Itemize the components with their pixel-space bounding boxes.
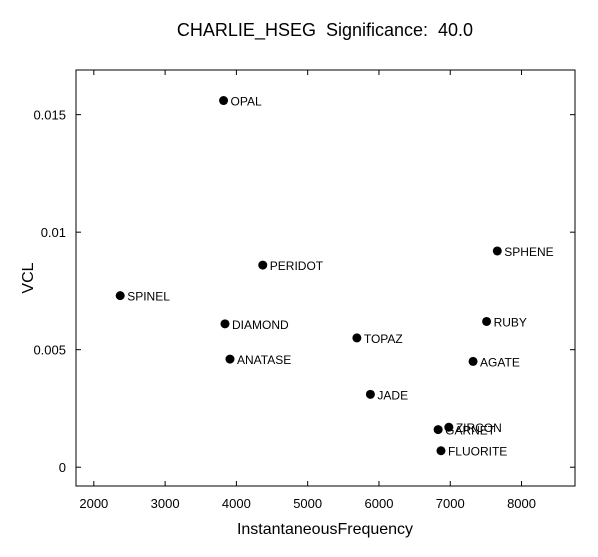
point-marker [468, 356, 478, 366]
point-marker [433, 425, 443, 435]
point-marker [225, 354, 235, 364]
point-label: RUBY [494, 315, 527, 329]
data-point: DIAMOND [220, 318, 289, 332]
x-tick-label: 5000 [293, 496, 322, 511]
data-point: SPHENE [492, 245, 554, 259]
point-label: SPHENE [504, 245, 553, 259]
y-tick-label: 0.005 [33, 343, 66, 358]
x-tick-label: 6000 [365, 496, 394, 511]
plot-frame [75, 69, 576, 487]
point-label: GARNET [445, 424, 496, 438]
point-label: SPINEL [127, 290, 170, 304]
data-point: OPAL [219, 95, 262, 109]
chart-title: CHARLIE_HSEG Significance: 40.0 [177, 20, 473, 41]
data-point: AGATE [468, 355, 520, 369]
x-tick-label: 7000 [436, 496, 465, 511]
point-label: TOPAZ [364, 332, 403, 346]
data-point: TOPAZ [352, 332, 403, 346]
x-axis: 2000 3000 4000 5000 6000 7000 8000 [79, 70, 536, 511]
y-tick-label: 0.01 [41, 225, 66, 240]
x-axis-label: InstantaneousFrequency [237, 521, 413, 538]
point-marker [352, 333, 362, 343]
data-point: JADE [365, 388, 408, 402]
data-point: GARNET [433, 424, 496, 438]
data-point: ZIRCON [444, 421, 502, 435]
data-point: PERIDOT [258, 259, 324, 273]
point-label: ANATASE [237, 353, 291, 367]
x-tick-label: 3000 [151, 496, 180, 511]
point-marker [444, 422, 454, 432]
point-marker [258, 260, 268, 270]
point-marker [220, 319, 230, 329]
point-label: JADE [377, 388, 408, 402]
data-point: SPINEL [115, 290, 170, 304]
y-tick-label: 0.015 [33, 108, 66, 123]
point-label: AGATE [480, 355, 520, 369]
point-marker [219, 96, 229, 106]
x-tick-label: 8000 [507, 496, 536, 511]
y-axis: 0 0.005 0.01 0.015 [33, 108, 575, 475]
point-label: DIAMOND [232, 318, 289, 332]
data-point: FLUORITE [436, 445, 507, 459]
point-marker [492, 246, 502, 256]
point-marker [482, 316, 492, 326]
data-point: RUBY [482, 315, 527, 329]
x-tick-label: 4000 [222, 496, 251, 511]
point-label: ZIRCON [456, 421, 502, 435]
point-label: OPAL [231, 95, 262, 109]
y-tick-label: 0 [59, 460, 66, 475]
point-marker [365, 389, 375, 399]
point-marker [436, 446, 446, 456]
data-point: ANATASE [225, 353, 291, 367]
point-marker [115, 291, 125, 301]
data-points: OPAL SPHENE PERIDOT SPINEL DIAMOND RUBY TOPAZ A… [115, 95, 554, 459]
y-axis-label: VCL [20, 262, 37, 293]
x-tick-label: 2000 [79, 496, 108, 511]
point-label: FLUORITE [448, 445, 507, 459]
point-label: PERIDOT [270, 259, 324, 273]
